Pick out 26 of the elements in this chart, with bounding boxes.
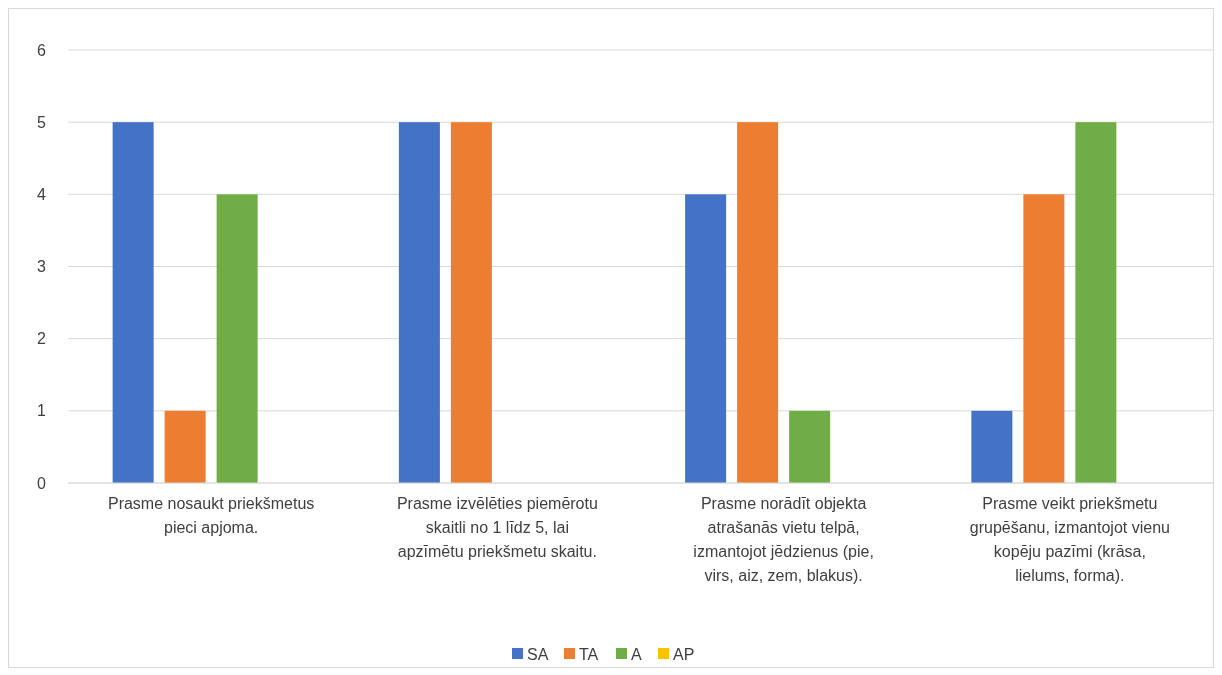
y-tick-label: 5	[37, 113, 47, 131]
bar	[789, 410, 831, 483]
bar	[450, 122, 492, 483]
x-tick-label: Prasme norādīt objekta atrašanās vietu telpā, izmantojot jēdzienus (pie, virs, aiz, zem, blakus).	[693, 495, 874, 584]
legend-label: SA	[527, 645, 549, 663]
x-tick-label: Prasme veikt priekšmetu grupēšanu, izmantojot vienu kopēju pazīmi (krāsa, lielums, forma).	[969, 495, 1170, 584]
y-tick-label: 1	[37, 402, 47, 420]
y-tick-label: 6	[37, 41, 47, 59]
bar	[1023, 194, 1065, 483]
legend-label: A	[631, 645, 642, 663]
bar	[737, 122, 779, 483]
bar	[398, 122, 440, 483]
y-tick-label: 0	[37, 474, 47, 492]
bar	[112, 122, 154, 483]
legend-label: AP	[673, 645, 695, 663]
x-tick-label: Prasme izvēlēties piemērotu skaitli no 1 līdz 5, lai apzīmētu priekšmetu skaitu.	[396, 495, 598, 560]
bar	[1075, 122, 1117, 483]
y-tick-label: 3	[37, 258, 47, 276]
y-tick-label: 4	[37, 185, 47, 203]
bar	[971, 410, 1013, 483]
bar	[685, 194, 727, 483]
bar	[164, 410, 206, 483]
y-tick-label: 2	[37, 330, 47, 348]
x-tick-label: Prasme nosaukt priekšmetus pieci apjoma.	[107, 495, 315, 536]
bar	[216, 194, 258, 483]
legend-label: TA	[579, 645, 599, 663]
